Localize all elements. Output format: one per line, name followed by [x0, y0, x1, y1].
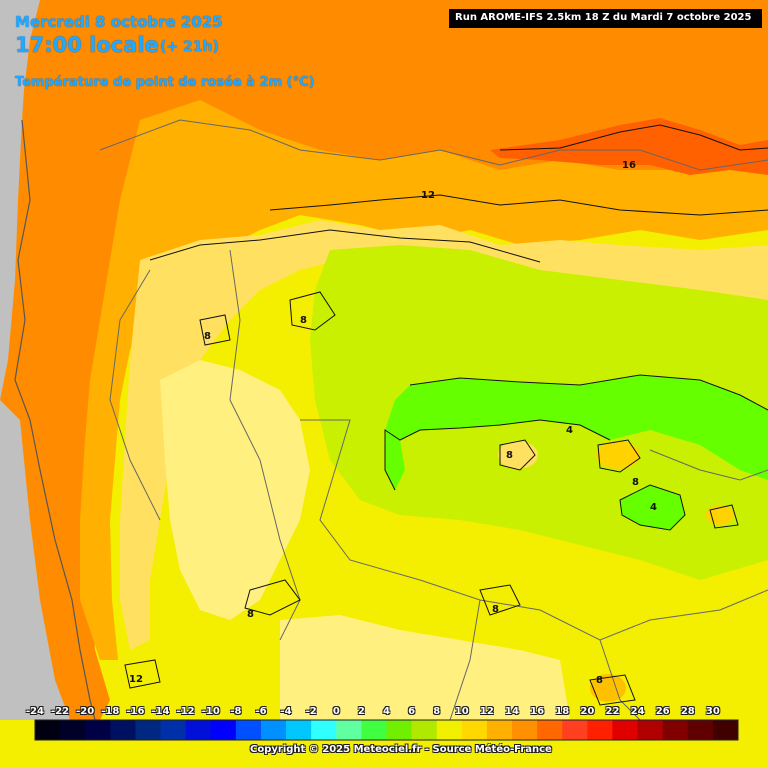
label-8-south: 8	[492, 604, 499, 615]
coastal-band	[80, 100, 768, 660]
warm-spot-4	[590, 674, 626, 702]
colorbar-cell	[85, 720, 111, 740]
colorbar-tick-label: 30	[705, 706, 720, 717]
colorbar-tick-label: -22	[51, 706, 70, 717]
colorbar-cell	[411, 720, 438, 740]
colorbar-cell	[110, 720, 136, 740]
colorbar-cell	[662, 720, 689, 740]
colorbar-tick-label: 14	[505, 706, 519, 717]
colorbar-cell	[612, 720, 639, 740]
warm-area-northeast	[490, 118, 768, 175]
colorbar-tick-label: 2	[357, 706, 365, 717]
colorbar-cell	[235, 720, 262, 740]
forecast-local-time: 17:00 locale	[15, 33, 159, 57]
outside-domain-southwest	[0, 400, 70, 720]
colorbar-cell	[260, 720, 287, 740]
colorbar-cell	[436, 720, 463, 740]
colorbar-tick-label: -6	[255, 706, 267, 717]
label-8-southeast: 8	[596, 675, 603, 686]
colorbar-tick-label: -4	[280, 706, 292, 717]
colorbar-tick-label: 22	[605, 706, 620, 717]
parameter-title: Température de point de rosée à 2m (°C)	[15, 75, 315, 90]
colorbar-tick-label: -2	[305, 706, 317, 717]
colorbar-cell	[712, 720, 739, 740]
label-8-center: 8	[300, 315, 307, 326]
label-12-south: 12	[129, 674, 143, 685]
green-area	[385, 375, 768, 490]
outside-domain-corner	[22, 0, 40, 120]
colorbar-cell	[687, 720, 714, 740]
green-patch-east	[620, 485, 685, 530]
colorbar-cell	[336, 720, 362, 740]
colorbar-tick-label: 8	[433, 706, 441, 717]
colorbar-cell	[35, 720, 61, 740]
colorbar-cell	[361, 720, 387, 740]
colorbar-tick-label: -12	[176, 706, 195, 717]
colorbar-tick-label: 16	[530, 706, 545, 717]
colorbar-cell	[461, 720, 488, 740]
colorbar-tick-label: -16	[126, 706, 145, 717]
pale-area-south	[280, 615, 570, 720]
label-8-west: 8	[204, 331, 211, 342]
colorbar-tick-label: 0	[332, 706, 340, 717]
colorbar-cell	[185, 720, 212, 740]
colorbar	[34, 719, 739, 741]
colorbar-cell	[286, 720, 312, 740]
colorbar-tick-label: 12	[479, 706, 494, 717]
colorbar-tick-label: 28	[680, 706, 695, 717]
pale-area-west	[160, 360, 310, 620]
label-8-mid: 8	[632, 477, 639, 488]
label-16: 16	[622, 160, 636, 171]
run-info-box: Run AROME-IFS 2.5km 18 Z du Mardi 7 octo…	[449, 9, 762, 28]
colorbar-cell	[637, 720, 664, 740]
label-8-east: 8	[506, 450, 513, 461]
label-4-east: 4	[650, 502, 657, 513]
colorbar-tick-label: 10	[454, 706, 469, 717]
contour-labels: 16 12 8 8 4 8 8 4 8 8 12 8	[129, 160, 657, 686]
warm-spot-2	[498, 441, 538, 469]
colorbar-tick-label: 24	[630, 706, 645, 717]
colorbar-cell	[512, 720, 538, 740]
colorbar-cell	[160, 720, 187, 740]
colorbar-cell	[587, 720, 613, 740]
colorbar-tick-label: -18	[101, 706, 120, 717]
label-8-southwest: 8	[247, 609, 254, 620]
copyright-notice: Copyright © 2025 Meteociel.fr - Source M…	[250, 744, 552, 755]
colorbar-tick-label: -20	[76, 706, 95, 717]
colorbar-tick-label: 4	[383, 706, 390, 717]
colorbar-tick-label: 18	[555, 706, 570, 717]
colorbar-tick-label: 6	[408, 706, 416, 717]
colorbar-tick-label: 20	[580, 706, 595, 717]
contour-lines	[124, 124, 768, 706]
colorbar-cell	[486, 720, 513, 740]
colorbar-cell	[135, 720, 162, 740]
label-4: 4	[566, 425, 573, 436]
colorbar-tick-label: -10	[201, 706, 220, 717]
colorbar-tick-label: -8	[230, 706, 242, 717]
forecast-lead-time: (+ 21h)	[160, 39, 219, 55]
colorbar-cell	[562, 720, 588, 740]
colorbar-cell	[311, 720, 337, 740]
colorbar-cell	[386, 720, 413, 740]
colorbar-tick-label: -14	[151, 706, 170, 717]
colorbar-tick-label: -24	[25, 706, 45, 717]
colorbar-cell	[537, 720, 563, 740]
label-12-north: 12	[421, 190, 435, 201]
warm-spot-1	[596, 441, 640, 469]
colorbar-cells	[34, 719, 739, 741]
colorbar-cell	[60, 720, 86, 740]
coastline	[14, 119, 96, 721]
forecast-date: Mercredi 8 octobre 2025	[15, 13, 223, 31]
colorbar-tick-label: 26	[655, 706, 670, 717]
colorbar-frame	[34, 719, 739, 741]
run-info-text: Run AROME-IFS 2.5km 18 Z du Mardi 7 octo…	[455, 12, 752, 23]
outside-domain-west	[0, 0, 22, 400]
colorbar-cell	[210, 720, 237, 740]
inland-band	[120, 220, 768, 650]
